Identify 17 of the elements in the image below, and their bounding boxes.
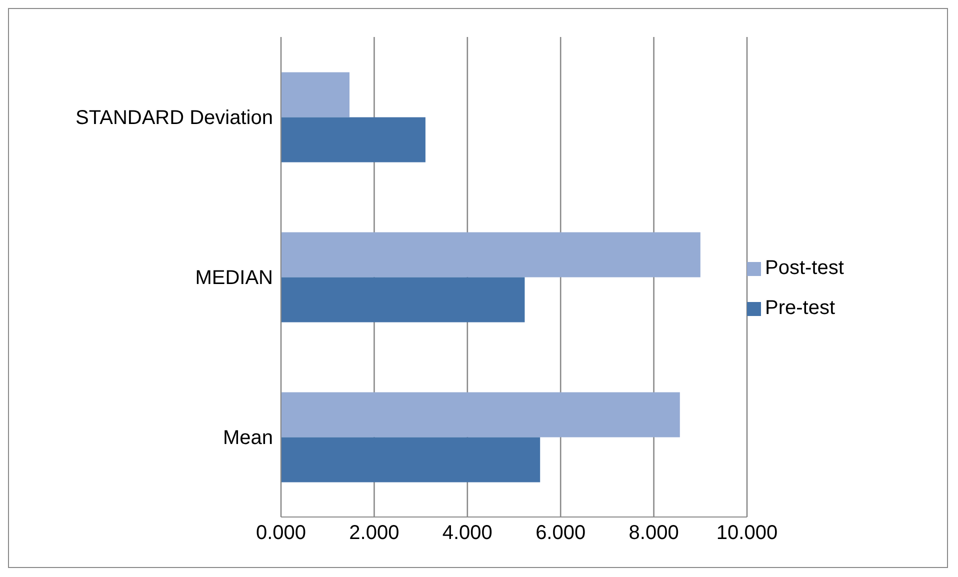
legend-label: Post-test [765, 257, 844, 279]
x-tick-label: 2.000 [349, 522, 400, 544]
x-tick-label: 0.000 [256, 522, 306, 544]
legend-label: Pre-test [765, 297, 836, 319]
x-tick-label: 4.000 [442, 522, 492, 544]
bar [281, 72, 350, 118]
bar [281, 437, 540, 482]
x-tick-label: 6.000 [536, 522, 586, 544]
y-tick-label: Mean [222, 427, 273, 450]
y-tick-label: MEDIAN [195, 267, 273, 290]
x-tick-label: 10.000 [716, 522, 778, 544]
bar [281, 117, 426, 162]
bar [281, 392, 680, 438]
y-tick-label: STANDARD Deviation [76, 107, 273, 130]
bar [281, 232, 700, 278]
bar [281, 277, 525, 322]
x-tick-label: 8.000 [628, 522, 679, 544]
